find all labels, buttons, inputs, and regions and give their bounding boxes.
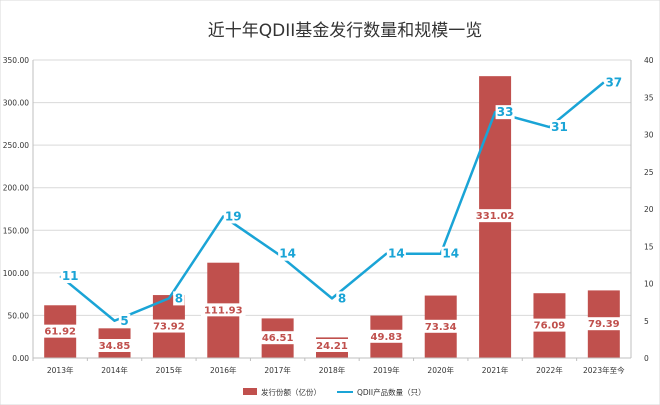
right-tick-label: 20 [644, 205, 654, 214]
chart-title: 近十年QDII基金发行数量和规模一览 [208, 21, 483, 41]
legend-bar-swatch [243, 388, 257, 395]
bar-label-box [313, 339, 351, 352]
bar-data-label: 79.39 [588, 319, 620, 330]
category-label: 2018年 [319, 365, 346, 375]
bar-data-label: 111.93 [204, 305, 243, 316]
category-label: 2019年 [373, 365, 400, 375]
left-tick-label: 300.00 [3, 99, 29, 108]
right-tick-label: 10 [644, 280, 654, 289]
line-label-box [118, 313, 131, 328]
bar-label-box [95, 339, 134, 352]
bar-label-box [367, 329, 406, 343]
bar-data-label: 73.92 [153, 322, 185, 333]
bar-label-box [584, 317, 623, 331]
line-data-label: 33 [497, 105, 514, 119]
line-label-box [173, 291, 185, 306]
category-axis: 2013年 2014年 2015年 2016年 2017年 2018年 2019年 2020年… [32, 357, 631, 375]
bar-data-label: 76.09 [534, 321, 566, 332]
right-tick-label: 35 [644, 93, 654, 102]
line-data-label: 31 [551, 120, 568, 134]
bar-data-label: 34.85 [99, 341, 131, 352]
line-label-box [604, 75, 624, 90]
category-label: 2016年 [210, 365, 237, 375]
right-tick-label: 15 [644, 242, 654, 251]
legend: 发行份额（亿份） QDII产品数量（只） [243, 387, 426, 397]
left-tick-label: 0.00 [12, 354, 29, 363]
left-tick-label: 250.00 [3, 141, 29, 150]
right-tick-label: 25 [644, 168, 654, 177]
line-label-box [278, 246, 298, 261]
left-tick-label: 50.00 [8, 311, 30, 320]
line-label-box [60, 269, 80, 284]
line-data-label: 14 [442, 247, 459, 261]
left-tick-label: 100.00 [3, 269, 29, 278]
bar-label-box [41, 324, 80, 338]
bar-data-label: 46.51 [262, 333, 294, 344]
bar-label-box [421, 319, 460, 333]
category-label: 2020年 [427, 365, 454, 375]
line-data-label: 5 [120, 314, 128, 328]
bar-data-label: 73.34 [425, 322, 457, 333]
right-axis: 0 5 10 15 20 25 30 35 40 [630, 56, 654, 363]
bar-data-label: 331.02 [476, 211, 515, 222]
line-data-label: 11 [62, 269, 79, 283]
bar-data-label: 24.21 [316, 341, 348, 352]
legend-line-label: QDII产品数量（只） [357, 387, 426, 397]
bar-data-label: 49.83 [371, 332, 403, 343]
bar-label-box [472, 209, 518, 223]
bar-label-box [530, 318, 569, 332]
line-data-label: 8 [175, 291, 183, 305]
category-label: 2015年 [156, 365, 183, 375]
line-data-label: 19 [225, 209, 242, 223]
line-label-box [549, 120, 569, 135]
right-tick-label: 40 [644, 56, 654, 65]
left-tick-label: 200.00 [3, 184, 29, 193]
bar-label-box [258, 331, 297, 345]
line-data-label: 8 [338, 291, 346, 305]
line-label-box [336, 291, 348, 306]
right-tick-label: 30 [644, 131, 654, 140]
line-data-label: 37 [605, 75, 622, 89]
category-label: 2014年 [101, 365, 128, 375]
bar-label-box [200, 303, 246, 317]
left-axis: 0.00 50.00 100.00 150.00 200.00 250.00 300.00 3… [3, 56, 34, 363]
category-label: 2022年 [536, 365, 563, 375]
category-label: 2023年至今 [583, 365, 625, 375]
line-data-label: 14 [388, 247, 405, 261]
line-label-box [495, 105, 515, 120]
bar-label-box [149, 319, 188, 333]
line-label-box [386, 246, 406, 261]
category-label: 2017年 [264, 365, 291, 375]
line-layer: 11 5 8 19 14 8 14 14 33 31 37 [59, 75, 624, 328]
right-tick-label: 5 [644, 317, 649, 326]
left-tick-label: 350.00 [3, 56, 29, 65]
bar-data-label: 61.92 [44, 327, 76, 338]
category-label: 2021年 [482, 365, 509, 375]
line-label-box [441, 246, 461, 261]
right-tick-label: 0 [644, 354, 649, 363]
legend-bar-label: 发行份额（亿份） [261, 387, 321, 397]
category-label: 2013年 [47, 365, 74, 375]
left-tick-label: 150.00 [3, 226, 29, 235]
line-label-box [223, 209, 243, 224]
bars-layer: 61.92 34.85 73.92 111.93 46.51 24.21 49.83 73.3… [41, 76, 623, 359]
line-data-label: 14 [279, 247, 296, 261]
